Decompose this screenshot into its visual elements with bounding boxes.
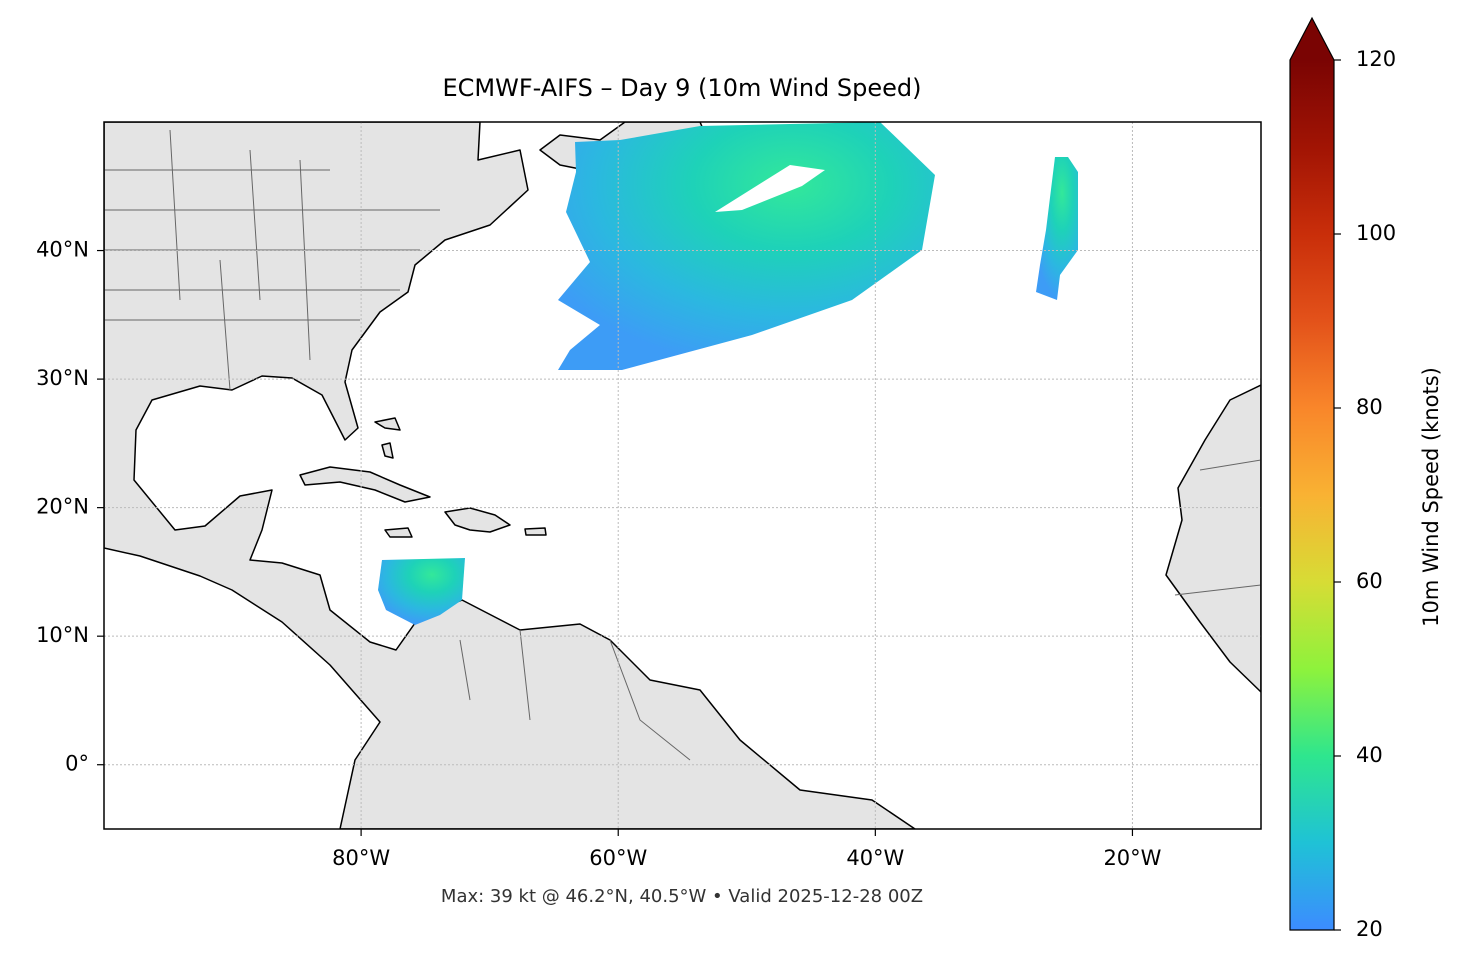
y-tick-label: 20°N [36,495,89,519]
colorbar-frame [1289,16,1335,931]
africa [1165,384,1261,693]
y-tick-label: 30°N [36,366,89,390]
wind-swath-north-atlantic [558,122,935,370]
y-tick-label: 40°N [36,238,89,262]
wind-swath-mid-atlantic [1036,157,1078,300]
colorbar-extend-arrow [1290,18,1334,60]
colorbar-label: 10m Wind Speed (knots) [1419,367,1443,627]
colorbar-tick-label: 80 [1356,395,1383,419]
map-title: ECMWF-AIFS – Day 9 (10m Wind Speed) [442,74,921,102]
map-footer: Max: 39 kt @ 46.2°N, 40.5°W • Valid 2025… [441,886,923,907]
colorbar-tick-label: 40 [1356,743,1383,767]
x-tick-label: 20°W [1103,846,1161,870]
x-tick-label: 60°W [589,846,647,870]
colorbar-tick-label: 100 [1356,221,1396,245]
colorbar [1290,60,1334,930]
map-frame [103,121,1262,830]
wind-swath-caribbean [378,558,465,625]
jamaica [384,527,413,538]
colorbar-tick-label: 120 [1356,47,1396,71]
colorbar-tick-label: 60 [1356,569,1383,593]
puerto-rico [524,527,547,536]
state-borders [104,129,1261,761]
x-tick-label: 40°W [846,846,904,870]
y-tick-label: 10°N [36,623,89,647]
hispaniola [444,507,511,533]
y-tick-label: 0° [65,752,89,776]
map-area [104,122,1261,829]
cuba [299,466,431,503]
colorbar-tick-label: 20 [1356,917,1383,941]
bahamas [374,417,401,459]
x-tick-label: 80°W [332,846,390,870]
